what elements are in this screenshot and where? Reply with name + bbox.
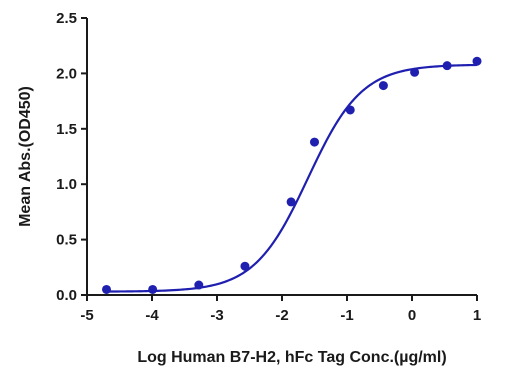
y-tick-label: 2.0 [56, 65, 77, 82]
plot-area: -5 -4 -3 -2 -1 0 1 0.0 0.5 1.0 1.5 2.0 2.5 [56, 10, 482, 324]
x-tick-label: -2 [275, 307, 288, 324]
data-point [345, 105, 355, 115]
y-tick-label: 0.5 [56, 232, 77, 249]
x-tick-label: -1 [340, 307, 353, 324]
data-point [194, 280, 204, 290]
y-tick-label: 1.5 [56, 121, 77, 138]
y-axis-title: Mean Abs.(OD450) [17, 86, 34, 227]
data-points [102, 56, 482, 294]
x-tick-label: -5 [80, 307, 93, 324]
data-point [442, 61, 452, 71]
fit-curve [106, 63, 478, 293]
data-point [148, 284, 158, 294]
y-tick-label: 1.0 [56, 176, 77, 193]
data-point [410, 67, 420, 77]
x-tick-label: 0 [408, 307, 416, 324]
data-point [240, 261, 250, 271]
x-tick-label: 1 [473, 307, 481, 324]
x-axis-ticks: -5 -4 -3 -2 -1 0 1 [80, 295, 481, 324]
data-point [472, 56, 482, 66]
data-point [310, 137, 319, 147]
data-point [286, 197, 296, 207]
x-tick-label: -3 [210, 307, 223, 324]
x-tick-label: -4 [145, 307, 159, 324]
x-axis-title: Log Human B7-H2, hFc Tag Conc.(µg/ml) [137, 349, 446, 366]
data-point [378, 81, 388, 91]
y-axis-ticks: 0.0 0.5 1.0 1.5 2.0 2.5 [56, 10, 87, 304]
y-tick-label: 2.5 [56, 10, 77, 27]
y-tick-label: 0.0 [56, 287, 77, 304]
data-point [102, 284, 111, 294]
